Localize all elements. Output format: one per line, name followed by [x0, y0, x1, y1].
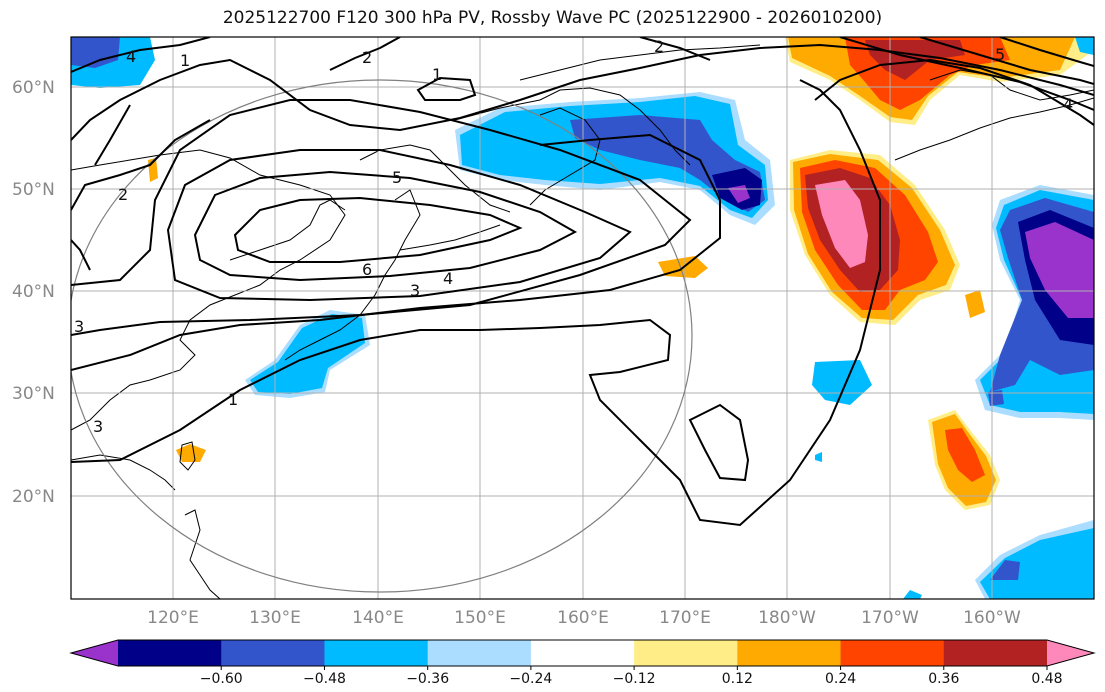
colorbar-segment	[118, 640, 222, 666]
svg-text:3: 3	[93, 417, 103, 436]
lat-label: 30°N	[12, 384, 55, 404]
negative-anomaly-japan	[245, 310, 370, 398]
lon-label: 170°W	[861, 608, 919, 628]
negative-anomaly-speck	[815, 452, 822, 462]
lat-label: 50°N	[12, 180, 55, 200]
colorbar-tick-label: 0.12	[722, 671, 753, 687]
positive-anomaly-bering	[785, 37, 1094, 125]
gridlines	[71, 37, 1094, 599]
lon-label: 120°E	[147, 608, 199, 628]
positive-anomaly-small-2	[965, 290, 985, 318]
svg-text:5: 5	[392, 168, 402, 187]
svg-text:3: 3	[410, 281, 420, 300]
colorbar-extend-low	[71, 640, 118, 666]
svg-text:4: 4	[126, 47, 136, 66]
svg-text:1: 1	[432, 65, 442, 84]
colorbar-extend-high	[1047, 640, 1094, 666]
svg-text:2: 2	[118, 185, 128, 204]
negative-anomaly-southeast	[903, 520, 1094, 599]
lat-label: 40°N	[12, 282, 55, 302]
lon-label: 160°W	[963, 608, 1021, 628]
map-frame	[70, 36, 1095, 600]
colorbar-segment	[840, 640, 945, 666]
lon-label: 150°E	[454, 608, 506, 628]
negative-anomaly-north-pacific	[455, 92, 775, 225]
colorbar-tick-label: −0.48	[303, 671, 346, 687]
colorbar-segment	[943, 640, 1048, 666]
colorbar-segment	[634, 640, 738, 666]
colorbar-segment	[530, 640, 635, 666]
lon-label: 170°E	[659, 608, 711, 628]
radius-circle	[71, 79, 693, 593]
svg-text:2: 2	[654, 37, 664, 56]
colorbar-tick-label: 0.24	[825, 671, 856, 687]
svg-text:2: 2	[362, 48, 372, 67]
coastlines	[71, 44, 1094, 599]
svg-text:3: 3	[74, 317, 84, 336]
positive-anomaly-hawaii	[928, 410, 1000, 510]
colorbar-tick-label: −0.36	[406, 671, 449, 687]
colorbar-segment	[427, 640, 532, 666]
negative-anomaly-nw	[71, 37, 155, 88]
colorbar-tick-label: 0.48	[1031, 671, 1062, 687]
lon-label: 160°E	[557, 608, 609, 628]
svg-text:4: 4	[1063, 95, 1073, 114]
svg-text:4: 4	[443, 269, 453, 288]
colorbar-segment	[737, 640, 842, 666]
lon-label: 130°E	[249, 608, 301, 628]
colorbar-outline	[69, 639, 1096, 667]
lat-label: 20°N	[12, 487, 55, 507]
map-title: 2025122700 F120 300 hPa PV, Rossby Wave …	[222, 8, 883, 28]
svg-text:1: 1	[180, 51, 190, 70]
colorbar: −0.60 −0.48 −0.36 −0.24 −0.12 0.12 0.24 0.36 0.4…	[69, 639, 1096, 687]
longitude-labels: 120°E 130°E 140°E 150°E 160°E 170°E 180°…	[147, 608, 1021, 628]
colorbar-tick-label: 0.36	[928, 671, 959, 687]
latitude-labels: 60°N 50°N 40°N 30°N 20°N	[12, 78, 55, 507]
pv-contours	[71, 37, 1094, 527]
positive-anomaly-taiwan	[176, 444, 206, 462]
negative-anomaly-east-pacific	[975, 185, 1094, 420]
colorbar-tick-label: −0.60	[200, 671, 243, 687]
lon-label: 140°E	[352, 608, 404, 628]
contour-labels: 1 2 3 4 5 6 1 2 3 4 1 2 3 4 5	[74, 37, 1073, 436]
negative-anomaly-central	[812, 360, 872, 405]
svg-text:5: 5	[995, 45, 1005, 64]
svg-text:6: 6	[362, 260, 372, 279]
lat-label: 60°N	[12, 78, 55, 98]
colorbar-segment	[324, 640, 429, 666]
colorbar-tick-label: −0.12	[613, 671, 656, 687]
svg-text:1: 1	[228, 390, 238, 409]
lon-label: 180°W	[758, 608, 816, 628]
positive-anomaly-dateline	[790, 150, 960, 325]
colorbar-tick-label: −0.24	[509, 671, 552, 687]
colorbar-segment	[221, 640, 325, 666]
